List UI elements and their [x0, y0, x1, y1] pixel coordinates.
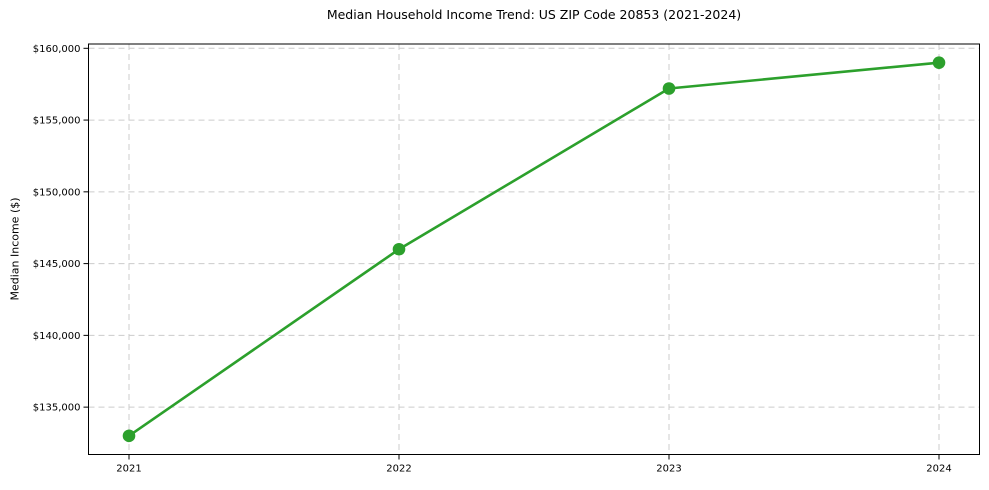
data-point — [122, 429, 136, 443]
y-tick-label: $145,000 — [33, 259, 81, 270]
data-point — [392, 242, 406, 256]
data-point — [932, 56, 946, 69]
y-tick-label: $140,000 — [33, 331, 81, 342]
y-tick-label: $135,000 — [33, 403, 81, 414]
data-point — [662, 82, 676, 95]
y-tick-label: $150,000 — [33, 187, 81, 198]
y-tick-label: $155,000 — [33, 116, 81, 127]
chart-title: Median Household Income Trend: US ZIP Co… — [326, 7, 742, 22]
x-tick-label: 2021 — [116, 464, 141, 475]
x-tick-label: 2024 — [926, 464, 951, 475]
trend-line — [127, 61, 941, 438]
x-tick-label: 2022 — [386, 464, 411, 475]
plot-border — [88, 43, 980, 455]
y-tick-label: $160,000 — [33, 44, 81, 55]
x-tick-label: 2023 — [656, 464, 681, 475]
